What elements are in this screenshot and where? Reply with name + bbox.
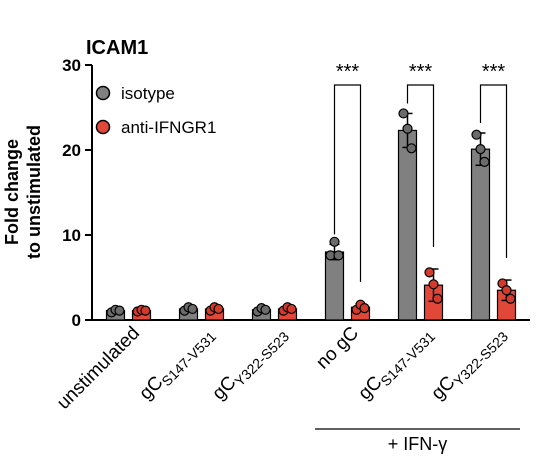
x-tick-label-subscript: Y322-S523	[450, 328, 511, 389]
data-point	[424, 267, 435, 278]
y-tick-label: 10	[62, 226, 81, 245]
data-point	[479, 156, 490, 167]
data-point	[213, 303, 224, 315]
data-point	[114, 305, 125, 316]
legend-marker	[95, 85, 111, 101]
x-tick-label: gCY322-S523	[427, 323, 511, 407]
x-tick-label-main: unstimulated	[53, 323, 144, 414]
data-point	[406, 143, 417, 154]
x-tick-label-main: no gC	[312, 323, 363, 374]
significance-bracket	[406, 84, 435, 247]
data-point	[428, 279, 439, 290]
data-point	[471, 129, 482, 140]
significance-label: ***	[482, 61, 506, 83]
x-tick-label: gCS147-V531	[135, 323, 219, 407]
data-point	[333, 250, 344, 261]
legend-marker	[95, 119, 111, 135]
x-tick-label-subscript: Y322-S523	[231, 328, 292, 389]
y-axis-label: Fold change	[2, 139, 22, 245]
data-point	[432, 293, 443, 304]
x-tick-label-subscript: S147-V531	[377, 328, 438, 389]
significance-label: ***	[409, 61, 433, 83]
significance-bracket	[479, 84, 508, 259]
data-point	[187, 303, 198, 315]
data-point	[475, 144, 486, 155]
group-label: + IFN-γ	[388, 434, 448, 454]
bar	[397, 129, 418, 321]
x-tick-label: gCY322-S523	[208, 323, 292, 407]
legend-label: isotype	[121, 84, 175, 103]
bar	[324, 251, 345, 321]
y-tick-label: 0	[72, 311, 81, 330]
significance-bracket	[333, 84, 362, 282]
chart-title: ICAM1	[86, 37, 148, 59]
data-point	[501, 285, 512, 296]
y-tick-label: 20	[62, 141, 81, 160]
x-tick-label: unstimulated	[53, 323, 144, 414]
data-point	[359, 303, 370, 314]
data-point	[329, 236, 340, 247]
data-point	[286, 303, 297, 315]
data-point	[260, 304, 271, 315]
x-tick-label: gCS147-V531	[354, 323, 438, 407]
data-point	[402, 123, 413, 134]
x-tick-label: no gC	[312, 323, 363, 374]
data-point	[140, 305, 151, 316]
legend-label: anti-IFNGR1	[121, 118, 216, 137]
bar	[470, 148, 491, 321]
data-point	[398, 108, 409, 119]
x-tick-label-subscript: S147-V531	[158, 328, 219, 389]
y-axis-label: to unstimulated	[24, 125, 44, 259]
significance-label: ***	[336, 61, 360, 83]
data-point	[505, 293, 516, 304]
y-tick-label: 30	[62, 56, 81, 75]
